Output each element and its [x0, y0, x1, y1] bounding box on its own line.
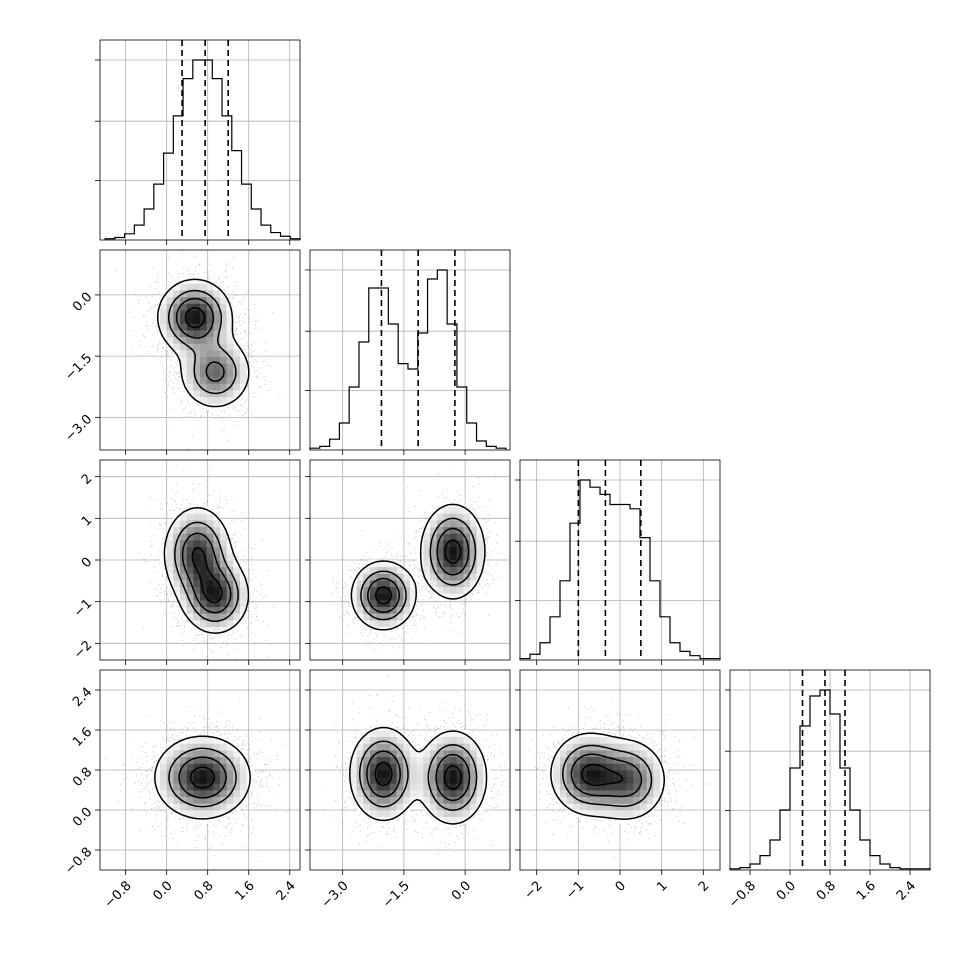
x-tick-label-3-4: 2.4	[894, 878, 919, 903]
y-tick-label-1-1: −1.5	[62, 351, 95, 384]
y-tick-label-3-0: −0.8	[62, 845, 95, 878]
histogram-panel-1	[305, 249, 511, 451]
x-tick-label-2-1: −1	[563, 878, 587, 902]
y-tick-label-3-3: 1.6	[70, 725, 95, 750]
contour-level-1	[358, 740, 478, 811]
x-tick-label-2-3: 1	[654, 878, 670, 894]
contour-level-3	[581, 763, 624, 787]
contour-level-2	[181, 532, 232, 614]
contour-level-2	[367, 527, 470, 614]
y-tick-label-2-4: 2	[79, 471, 95, 487]
x-tick-label-2-0: −2	[522, 878, 546, 902]
y-tick-label-2-1: −1	[71, 596, 95, 620]
contour-level-1	[360, 517, 477, 621]
x-tick-label-0-4: 2.4	[274, 878, 299, 903]
contour-level-0	[156, 278, 250, 408]
contour-level-3	[374, 539, 462, 605]
y-tick-label-2-0: −2	[71, 638, 95, 662]
contour-level-2	[175, 297, 225, 382]
x-tick-label-0-0: −0.8	[102, 878, 135, 911]
scatter-panel-1-2	[309, 459, 511, 661]
histogram-panel-2	[515, 459, 721, 661]
x-tick-label-3-2: 0.8	[814, 878, 839, 903]
histogram-steps-2	[519, 479, 721, 660]
y-tick-label-1-0: −3.0	[62, 412, 95, 445]
x-tick-label-1-1: −1.5	[380, 878, 413, 911]
histogram-steps-0	[104, 59, 301, 240]
contour-level-1	[167, 289, 237, 395]
x-tick-label-3-0: −0.8	[726, 878, 759, 911]
y-tick-label-1-2: 0.0	[70, 290, 95, 315]
contour-level-3	[374, 761, 462, 790]
y-tick-label-3-4: 2.4	[70, 685, 95, 710]
contour-level-1	[562, 744, 653, 807]
contour-level-3	[191, 547, 223, 604]
y-tick-label-2-3: 1	[79, 513, 95, 529]
contour-level-0	[163, 507, 250, 634]
scatter-panel-2-3	[519, 669, 721, 871]
contour-level-0	[154, 735, 251, 820]
scatter-panel-1-3	[309, 669, 511, 871]
x-tick-label-1-0: −3.0	[319, 878, 352, 911]
x-tick-label-0-3: 1.6	[233, 878, 258, 903]
contour-level-2	[178, 756, 227, 799]
contour-level-2	[366, 750, 471, 802]
scatter-panel-0-2	[99, 459, 301, 661]
x-tick-label-2-2: 0	[613, 878, 629, 894]
scatter-panel-0-1	[99, 249, 301, 451]
histogram-steps-1	[309, 269, 507, 450]
x-tick-label-2-4: 2	[696, 878, 712, 894]
y-tick-label-2-2: 0	[79, 555, 95, 571]
histogram-panel-0	[95, 39, 301, 241]
contour-level-0	[349, 726, 488, 825]
contour-level-0	[350, 503, 486, 631]
contour-level-0	[550, 732, 666, 820]
y-tick-label-3-2: 0.8	[70, 765, 95, 790]
histogram-panel-3	[725, 669, 931, 871]
y-tick-label-3-1: 0.0	[70, 805, 95, 830]
contour-level-3	[184, 307, 206, 329]
contour-level-1	[168, 747, 237, 808]
contour-level-3	[189, 766, 216, 789]
contour-level-1	[174, 521, 239, 623]
contour-level-2	[570, 753, 643, 798]
x-tick-label-0-1: 0.0	[150, 878, 175, 903]
x-tick-label-3-1: 0.0	[774, 878, 799, 903]
scatter-panel-0-3	[99, 669, 301, 871]
x-tick-label-0-2: 0.8	[192, 878, 217, 903]
x-tick-label-1-2: 0.0	[449, 878, 474, 903]
x-tick-label-3-3: 1.6	[854, 878, 879, 903]
